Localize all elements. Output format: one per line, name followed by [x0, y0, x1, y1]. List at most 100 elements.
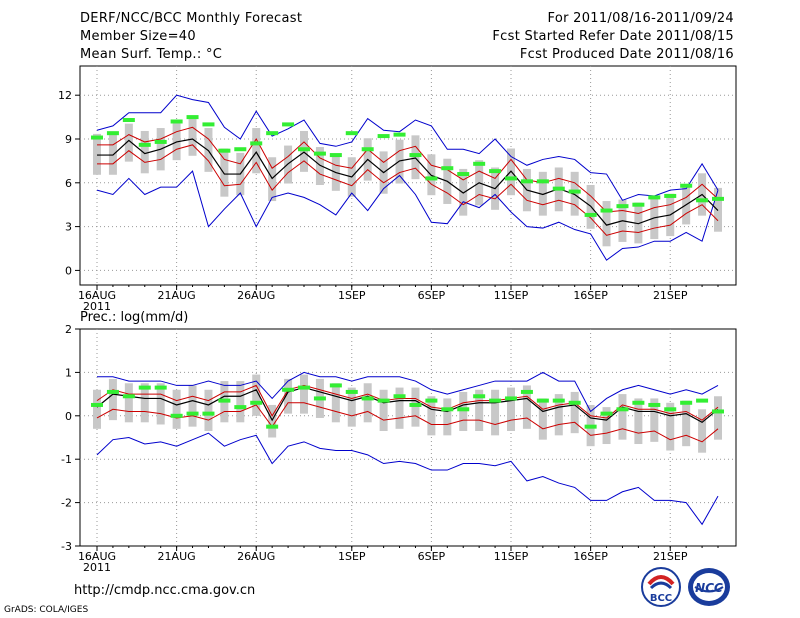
spread-box — [522, 385, 531, 429]
observation-marker — [616, 204, 629, 209]
observation-marker — [218, 148, 231, 153]
observation-marker — [282, 387, 295, 392]
bcc-logo-icon: BCC — [641, 567, 681, 607]
observation-marker — [234, 147, 247, 152]
observation-marker — [106, 131, 119, 136]
x-tick-label: 16SEP — [573, 550, 608, 563]
spread-box — [140, 383, 149, 423]
observation-marker — [425, 398, 438, 403]
observation-marker — [106, 389, 119, 394]
lower-envelope-line — [96, 170, 719, 261]
spread-box — [156, 383, 165, 425]
observation-marker — [202, 411, 215, 416]
spread-box — [220, 148, 229, 197]
observation-marker — [122, 394, 135, 399]
spread-box — [252, 374, 261, 416]
observation-marker — [361, 396, 374, 401]
observation-marker — [600, 411, 613, 416]
x-tick-label: 6SEP — [418, 550, 446, 563]
x-tick-label: 26AUG — [237, 289, 275, 302]
observation-marker — [648, 195, 661, 200]
observation-marker — [186, 115, 199, 120]
observation-marker — [457, 407, 470, 412]
observation-marker — [680, 400, 693, 405]
member-size: Member Size=40 — [80, 29, 196, 44]
observation-marker — [345, 389, 358, 394]
observation-marker — [377, 134, 390, 139]
plot-frame — [79, 65, 737, 286]
ensemble-mean-line — [97, 138, 719, 226]
observation-marker — [441, 166, 454, 171]
observation-marker — [91, 135, 103, 140]
observation-marker — [329, 383, 342, 388]
observation-marker — [313, 396, 326, 401]
spread-box — [602, 407, 611, 445]
observation-marker — [536, 179, 549, 184]
observation-marker — [377, 398, 390, 403]
observation-marker — [91, 402, 103, 407]
y-tick-label: 6 — [65, 177, 72, 190]
observation-marker — [345, 131, 358, 136]
x-tick-year-label: 2011 — [83, 300, 111, 313]
spread-box — [570, 171, 579, 216]
spread-box — [650, 398, 659, 442]
observation-marker — [520, 389, 533, 394]
spread-box — [204, 389, 213, 431]
x-tick-label: 11SEP — [494, 289, 529, 302]
y-tick-label: 1 — [65, 366, 72, 379]
spread-box — [188, 116, 197, 156]
precip-panel-label: Prec.: log(mm/d) — [80, 310, 189, 325]
forecast-period: For 2011/08/16-2011/09/24 — [547, 11, 734, 26]
spread-lower-line — [97, 144, 719, 236]
observation-marker — [664, 407, 677, 412]
observation-marker — [186, 411, 199, 416]
spread-box — [108, 378, 117, 421]
observation-marker — [298, 147, 310, 152]
spread-upper-line — [96, 384, 719, 421]
lower-envelope-line — [96, 432, 719, 526]
observation-marker — [536, 398, 549, 403]
observation-marker — [170, 119, 183, 124]
spread-box — [714, 396, 722, 440]
spread-box — [602, 201, 611, 247]
spread-box — [252, 128, 261, 174]
x-tick-label: 21AUG — [158, 289, 196, 302]
spread-box — [475, 389, 484, 431]
observation-marker — [154, 139, 167, 144]
temp-panel-label: Mean Surf. Temp.: °C — [80, 47, 223, 62]
x-tick-label: 1SEP — [338, 550, 366, 563]
grads-credit: GrADS: COLA/IGES — [4, 605, 89, 615]
spread-box — [315, 147, 324, 185]
observation-marker — [202, 122, 215, 127]
spread-box — [331, 383, 340, 423]
observation-marker — [329, 153, 342, 158]
y-tick-label: 0 — [65, 410, 72, 423]
source-url[interactable]: http://cmdp.ncc.cma.gov.cn — [74, 583, 256, 598]
spread-box — [300, 374, 308, 414]
observation-marker — [313, 151, 326, 156]
x-tick-label: 21SEP — [653, 289, 688, 302]
spread-box — [395, 387, 404, 429]
observation-marker — [489, 398, 502, 403]
refer-date: Fcst Started Refer Date 2011/08/15 — [492, 29, 734, 44]
observation-marker — [361, 147, 374, 152]
observation-marker — [170, 413, 183, 418]
observation-marker — [489, 169, 502, 174]
spread-lower-line — [96, 402, 719, 443]
observation-marker — [393, 394, 406, 399]
observation-marker — [138, 385, 151, 390]
observation-marker — [600, 208, 613, 213]
y-tick-label: 12 — [58, 89, 72, 102]
observation-marker — [266, 424, 279, 429]
plot-frame — [79, 328, 737, 547]
y-tick-label: 9 — [65, 133, 72, 146]
x-tick-label: 16AUG — [78, 289, 116, 302]
observation-marker — [584, 212, 597, 217]
upper-envelope-line — [96, 94, 719, 201]
observation-marker — [409, 402, 422, 407]
observation-marker — [409, 153, 422, 158]
observation-marker — [712, 196, 724, 201]
spread-box — [411, 387, 420, 427]
